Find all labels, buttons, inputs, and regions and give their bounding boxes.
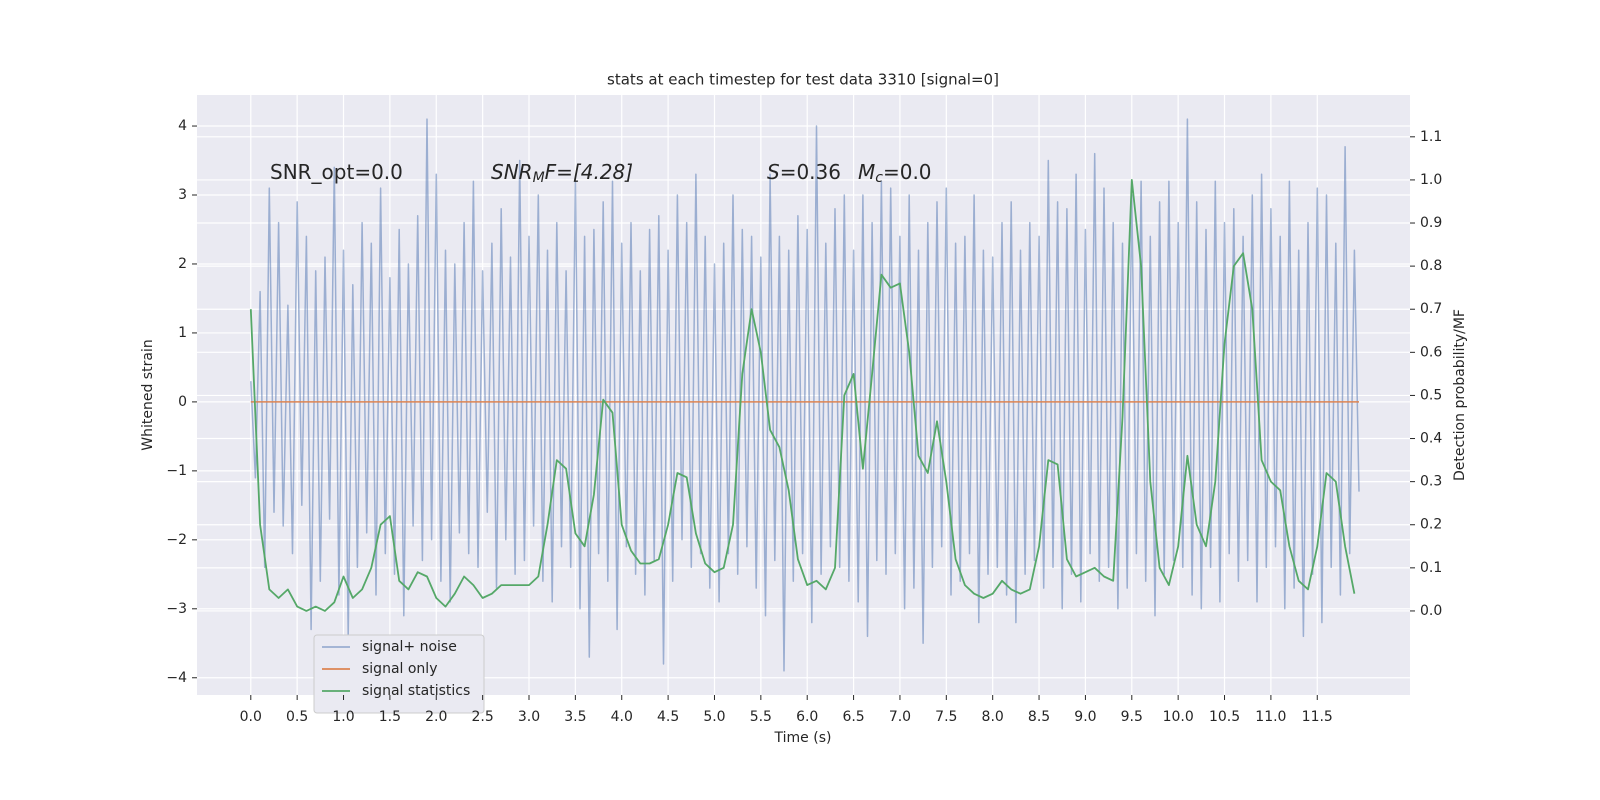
annotation-part: M — [533, 170, 545, 186]
y2-tick-label: 1.0 — [1420, 172, 1442, 188]
x-tick-label: 8.0 — [982, 709, 1004, 725]
annotation: S=0.36 — [767, 160, 841, 184]
x-tick-label: 7.0 — [889, 709, 911, 725]
y2-tick-label: 0.4 — [1420, 431, 1442, 447]
x-tick-label: 10.0 — [1163, 709, 1194, 725]
x-tick-label: 9.0 — [1074, 709, 1096, 725]
x-tick-label: 0.5 — [286, 709, 308, 725]
annotation-part: M — [858, 160, 875, 184]
y2-tick-label: 0.7 — [1420, 301, 1442, 317]
y2-tick-label: 0.5 — [1420, 387, 1442, 403]
y-tick-label: −3 — [166, 601, 187, 617]
x-tick-label: 4.5 — [657, 709, 679, 725]
x-tick-label: 6.0 — [796, 709, 818, 725]
y2-tick-label: 0.8 — [1420, 258, 1442, 274]
y-tick-label: −1 — [166, 463, 187, 479]
legend: signal+ noise signal only signal statistic… — [313, 634, 485, 714]
y-tick-label: 2 — [178, 256, 187, 272]
annotation-part: S — [767, 160, 780, 184]
annotation-part: =0.0 — [883, 160, 932, 184]
legend-box — [313, 634, 485, 714]
x-tick-label: 9.5 — [1121, 709, 1143, 725]
x-tick-label: 6.5 — [842, 709, 864, 725]
legend-label: signal statistics — [362, 683, 470, 699]
y2-tick-label: 0.0 — [1420, 603, 1442, 619]
x-tick-label: 11.5 — [1302, 709, 1333, 725]
x-tick-label: 0.0 — [240, 709, 262, 725]
grid — [197, 95, 1410, 695]
annotation: Mc=0.0 — [858, 160, 932, 187]
y2-tick-label: 0.2 — [1420, 517, 1442, 533]
annotation: SNRMF=[4.28] — [491, 160, 633, 187]
y2-tick-label: 1.1 — [1420, 129, 1442, 145]
x-tick-label: 10.5 — [1209, 709, 1240, 725]
annotations: SNR_opt=0.0 SNRMF=[4.28] S=0.36 Mc=0.0 — [270, 160, 932, 187]
x-tick-label: 8.5 — [1028, 709, 1050, 725]
x-tick-label: 5.0 — [703, 709, 725, 725]
y-tick-label: 1 — [178, 325, 187, 341]
annotation-part: c — [875, 170, 883, 186]
y-tick-label: −2 — [166, 532, 187, 548]
y-axis-label: Whitened strain — [140, 339, 156, 450]
y-tick-label: 0 — [178, 394, 187, 410]
x-tick-label: 5.5 — [750, 709, 772, 725]
y2-axis-label: Detection probability/MF — [1452, 309, 1468, 481]
y-tick-label: 3 — [178, 187, 187, 203]
series-line — [249, 179, 1356, 612]
annotation-part: SNR_opt=0.0 — [270, 160, 403, 184]
y-tick-label: −4 — [166, 670, 187, 686]
series-line — [250, 118, 1360, 672]
marks — [249, 118, 1360, 672]
x-tick-label: 1.5 — [379, 709, 401, 725]
y2-tick-label: 0.6 — [1420, 344, 1442, 360]
x-axis-label: Time (s) — [774, 730, 832, 746]
legend-label: signal+ noise — [362, 639, 457, 655]
annotation: SNR_opt=0.0 — [270, 160, 403, 184]
chart-title: stats at each timestep for test data 331… — [607, 71, 999, 89]
x-tick-label: 3.0 — [518, 709, 540, 725]
annotation-part: SNR — [491, 160, 533, 184]
x-tick-label: 3.5 — [564, 709, 586, 725]
x-tick-label: 1.0 — [332, 709, 354, 725]
x-tick-label: 4.0 — [611, 709, 633, 725]
y2-tick-label: 0.3 — [1420, 474, 1442, 490]
x-tick-label: 11.0 — [1255, 709, 1286, 725]
y2-tick-label: 0.1 — [1420, 560, 1442, 576]
annotation-part: F=[4.28] — [545, 160, 633, 184]
y-tick-label: 4 — [178, 118, 187, 134]
legend-label: signal only — [362, 661, 437, 677]
y2-tick-label: 0.9 — [1420, 215, 1442, 231]
x-tick-label: 2.0 — [425, 709, 447, 725]
x-tick-label: 2.5 — [471, 709, 493, 725]
annotation-part: =0.36 — [780, 160, 841, 184]
x-tick-label: 7.5 — [935, 709, 957, 725]
